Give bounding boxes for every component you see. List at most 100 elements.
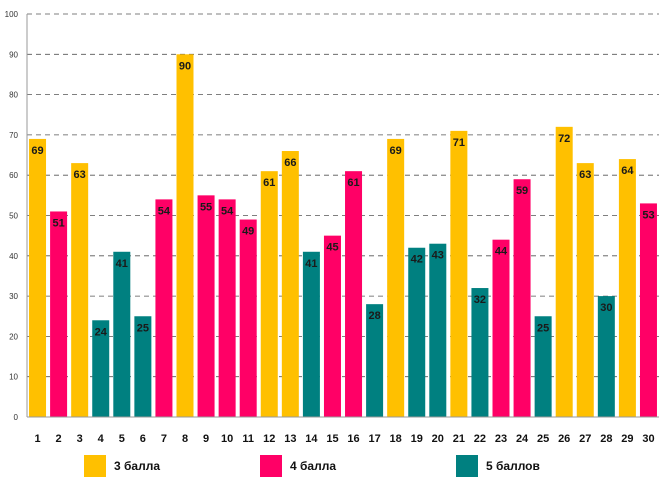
- bar-15: [323, 235, 341, 417]
- data-label-14: 41: [305, 258, 317, 270]
- y-axis-ticks: 0 10 20 30 40 50 60 70 80 90 100: [5, 10, 19, 422]
- x-tick-label-27: 27: [579, 433, 591, 445]
- bar-24: [513, 179, 531, 417]
- data-label-23: 44: [495, 246, 508, 258]
- x-tick-label-24: 24: [516, 433, 529, 445]
- bar-8: [176, 54, 194, 418]
- x-tick-label-13: 13: [284, 433, 296, 445]
- y-tick-label: 20: [9, 332, 18, 341]
- x-tick-label-26: 26: [558, 433, 570, 445]
- x-tick-label-23: 23: [495, 433, 507, 445]
- data-label-9: 55: [200, 201, 212, 213]
- data-label-25: 25: [537, 322, 549, 334]
- data-label-6: 25: [137, 322, 149, 334]
- bar-14: [302, 251, 320, 417]
- bar-3: [71, 163, 89, 417]
- data-label-3: 63: [74, 169, 86, 181]
- bar-26: [555, 126, 573, 417]
- legend-swatch: [84, 455, 106, 477]
- x-tick-label-28: 28: [600, 433, 612, 445]
- y-tick-label: 40: [9, 252, 18, 261]
- bar-22: [471, 288, 489, 417]
- bar-4: [92, 320, 110, 417]
- x-tick-label-12: 12: [263, 433, 275, 445]
- x-tick-label-29: 29: [621, 433, 633, 445]
- legend-label: 4 балла: [290, 459, 336, 473]
- data-label-28: 30: [600, 302, 612, 314]
- bar-6: [134, 316, 152, 417]
- data-label-20: 43: [432, 250, 444, 262]
- data-label-29: 64: [621, 165, 634, 177]
- y-tick-label: 50: [9, 212, 18, 221]
- bar-13: [281, 151, 299, 417]
- y-tick-label: 60: [9, 171, 18, 180]
- data-label-15: 45: [326, 242, 338, 254]
- x-tick-label-9: 9: [203, 433, 209, 445]
- y-tick-label: 80: [9, 91, 18, 100]
- data-label-11: 49: [242, 226, 254, 238]
- data-label-26: 72: [558, 133, 570, 145]
- x-tick-label-18: 18: [390, 433, 402, 445]
- legend-label: 3 балла: [114, 459, 160, 473]
- bar-25: [534, 316, 552, 417]
- bar-17: [366, 304, 384, 417]
- bar-29: [618, 159, 636, 417]
- data-label-17: 28: [368, 310, 380, 322]
- bar-5: [113, 251, 131, 417]
- x-tick-label-5: 5: [119, 433, 125, 445]
- bar-2: [50, 211, 68, 417]
- x-tick-label-1: 1: [34, 433, 40, 445]
- data-label-1: 69: [31, 145, 43, 157]
- data-label-18: 69: [390, 145, 402, 157]
- x-axis-ticks: 1 2 3 4 5 6 7 8 9 10 11 12 13 14 15 16 17 18 19 20 21 22 23 24 2…: [34, 433, 654, 445]
- x-tick-label-4: 4: [98, 433, 105, 445]
- y-tick-label: 70: [9, 131, 18, 140]
- y-tick-label: 0: [14, 413, 19, 422]
- bar-9: [197, 195, 215, 417]
- data-label-24: 59: [516, 185, 528, 197]
- x-tick-label-25: 25: [537, 433, 549, 445]
- y-tick-label: 90: [9, 50, 18, 59]
- legend-label: 5 баллов: [486, 459, 540, 473]
- bar-16: [345, 171, 363, 417]
- data-label-13: 66: [284, 157, 296, 169]
- x-tick-label-30: 30: [642, 433, 654, 445]
- x-tick-label-8: 8: [182, 433, 188, 445]
- data-label-4: 24: [95, 326, 108, 338]
- bar-11: [239, 219, 257, 417]
- data-label-5: 41: [116, 258, 128, 270]
- x-tick-label-20: 20: [432, 433, 444, 445]
- data-label-7: 54: [158, 205, 171, 217]
- bar-28: [597, 296, 615, 417]
- x-tick-label-19: 19: [411, 433, 423, 445]
- x-tick-label-7: 7: [161, 433, 167, 445]
- legend-item-3: 5 баллов: [456, 455, 540, 477]
- bar-27: [576, 163, 594, 417]
- data-label-19: 42: [411, 254, 423, 266]
- data-label-27: 63: [579, 169, 591, 181]
- bar-12: [260, 171, 278, 417]
- legend: 3 балла 4 балла 5 баллов: [84, 455, 540, 477]
- x-tick-label-21: 21: [453, 433, 465, 445]
- data-label-21: 71: [453, 137, 465, 149]
- x-tick-label-2: 2: [56, 433, 62, 445]
- bar-1: [29, 138, 47, 417]
- legend-swatch: [456, 455, 478, 477]
- legend-swatch: [260, 455, 282, 477]
- data-label-8: 90: [179, 60, 191, 72]
- bar-30: [639, 203, 657, 417]
- bar-23: [492, 239, 510, 417]
- data-label-2: 51: [52, 217, 64, 229]
- data-label-12: 61: [263, 177, 275, 189]
- x-tick-label-16: 16: [347, 433, 359, 445]
- bar-19: [408, 247, 426, 417]
- bar-21: [450, 130, 468, 417]
- legend-item-2: 4 балла: [260, 455, 336, 477]
- bar-10: [218, 199, 236, 417]
- data-label-22: 32: [474, 294, 486, 306]
- x-tick-label-10: 10: [221, 433, 233, 445]
- bar-20: [429, 243, 447, 417]
- data-labels: 69 51 63 24 41 25 54 90 55 54 49 61 66 41 45 61 28 69 42 43…: [31, 60, 654, 338]
- bar-18: [387, 138, 405, 417]
